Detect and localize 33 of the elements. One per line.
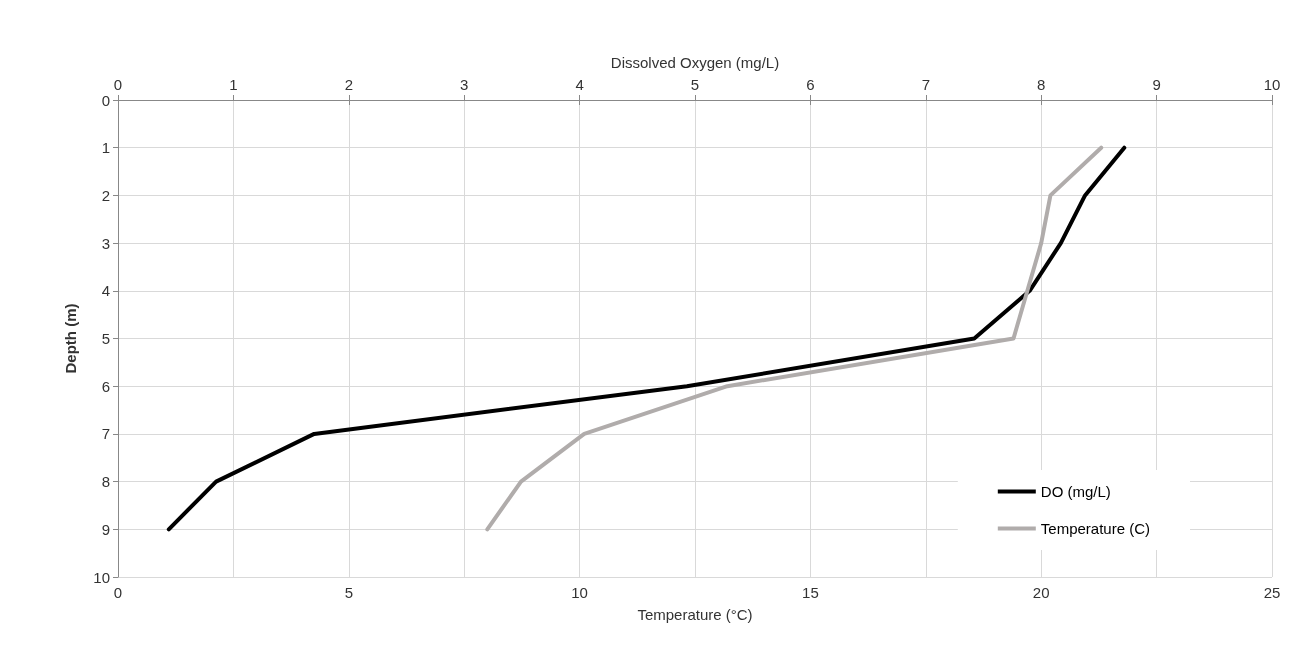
x-tick-label: 5	[344, 584, 353, 601]
x-axis-title: Temperature (°C)	[637, 606, 753, 623]
y-tick-label: 9	[101, 520, 110, 538]
y-tick-label: 3	[101, 234, 110, 252]
y-tick-label: 6	[101, 377, 110, 395]
x2-tick-label: 5	[690, 76, 700, 93]
y-tick-label: 7	[101, 425, 110, 443]
y-tick-label: 5	[101, 330, 110, 347]
x2-tick-label: 2	[344, 76, 353, 93]
x2-tick-label: 7	[921, 76, 930, 93]
y-tick-label: 2	[101, 186, 110, 204]
legend-label: Temperature (C)	[1040, 520, 1151, 537]
x-tick-label: 25	[1263, 584, 1281, 601]
x2-tick-label: 3	[460, 76, 469, 93]
y-tick-label: 1	[101, 139, 110, 157]
x2-axis-title: Dissolved Oxygen (mg/L)	[610, 54, 780, 71]
x-tick-label: 15	[802, 584, 819, 601]
y-tick-label: 10	[93, 568, 110, 586]
x2-tick-label: 4	[575, 76, 584, 93]
y-tick-label: 4	[101, 282, 110, 300]
x2-tick-label: 9	[1152, 76, 1161, 93]
y-axis-title: Depth (m)	[62, 303, 79, 374]
x2-tick-label: 8	[1037, 76, 1046, 93]
x2-tick-label: 0	[113, 76, 123, 93]
legend-label: DO (mg/L)	[1040, 483, 1111, 500]
y-tick-label: 0	[101, 91, 110, 109]
x2-tick-label: 10	[1263, 76, 1281, 93]
x2-tick-label: 6	[806, 76, 815, 93]
x-tick-label: 10	[571, 584, 588, 601]
x2-tick-label: 1	[229, 76, 238, 93]
y-tick-label: 8	[101, 473, 110, 491]
x-tick-label: 20	[1032, 584, 1050, 601]
x-tick-label: 0	[113, 584, 123, 601]
